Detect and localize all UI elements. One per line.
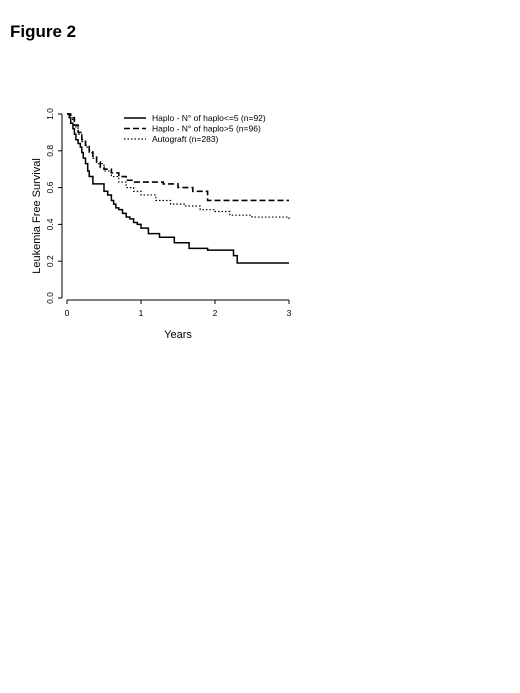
legend-label: Haplo - N° of haplo>5 (n=96): [152, 124, 261, 134]
series-solid-curve: [67, 113, 289, 264]
axes: 0 1 2 3 0.0 0.2 0.4 0.6 0.8 1.0: [45, 108, 292, 318]
x-tick-label: 2: [213, 308, 218, 318]
y-tick-label: 0.0: [45, 292, 55, 304]
series-dotted-curve: [67, 113, 290, 221]
survival-curves: [67, 113, 290, 264]
x-tick-label: 1: [139, 308, 144, 318]
y-axis-label: Leukemia Free Survival: [31, 158, 43, 274]
x-axis-label: Years: [164, 329, 192, 341]
legend: Haplo - N° of haplo<=5 (n=92)Haplo - N° …: [124, 113, 266, 144]
y-tick-label: 0.2: [45, 255, 55, 267]
legend-label: Haplo - N° of haplo<=5 (n=92): [152, 113, 266, 123]
legend-label: Autograft (n=283): [152, 134, 219, 144]
y-tick-label: 1.0: [45, 108, 55, 120]
survival-chart: 0 1 2 3 0.0 0.2 0.4 0.6 0.8 1.0 Haplo - N° of hap…: [31, 108, 292, 341]
y-tick-label: 0.4: [45, 218, 55, 230]
x-tick-label: 0: [65, 308, 70, 318]
x-tick-label: 3: [287, 308, 292, 318]
figure-title: Figure 2: [10, 22, 77, 41]
y-tick-label: 0.8: [45, 145, 55, 157]
y-tick-label: 0.6: [45, 181, 55, 193]
